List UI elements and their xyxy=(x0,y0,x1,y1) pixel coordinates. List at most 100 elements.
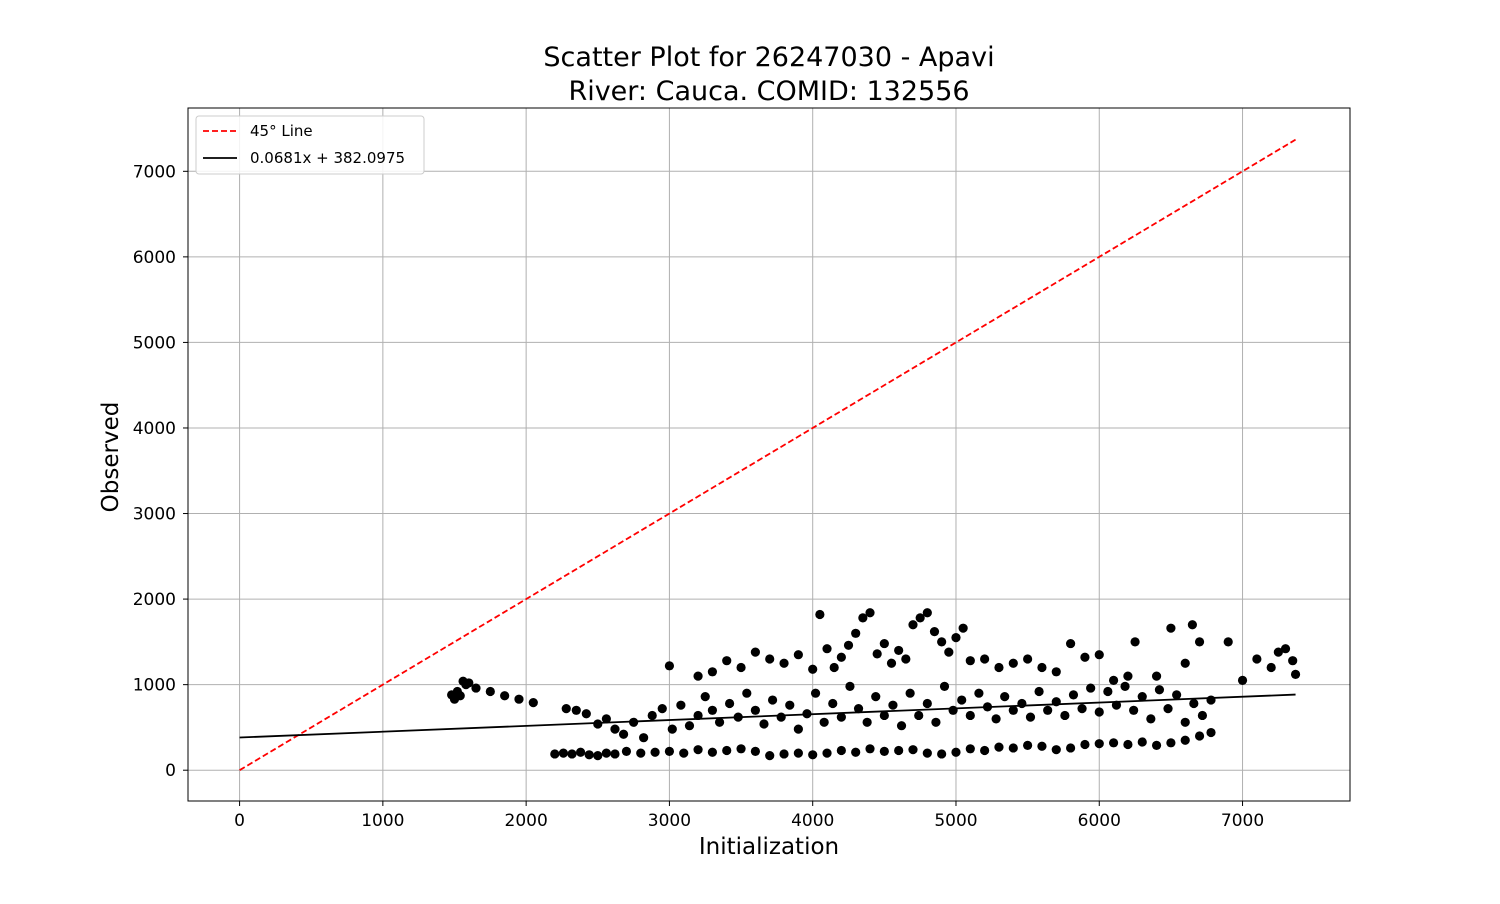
data-point xyxy=(1051,667,1061,677)
data-point xyxy=(1187,620,1197,630)
data-point xyxy=(862,717,872,727)
data-point xyxy=(1037,662,1047,673)
x-tick-label: 2000 xyxy=(505,811,548,831)
data-point xyxy=(610,724,620,734)
data-point xyxy=(664,746,675,756)
data-point xyxy=(1280,644,1291,654)
data-point xyxy=(1008,705,1018,715)
data-point xyxy=(974,688,984,698)
data-point xyxy=(759,719,769,729)
data-point xyxy=(858,613,868,623)
data-point xyxy=(1068,690,1079,700)
data-point xyxy=(765,654,775,664)
data-point xyxy=(550,749,560,759)
data-point xyxy=(905,688,915,698)
data-point xyxy=(851,628,861,638)
legend: 45° Line 0.0681x + 382.0975 xyxy=(195,115,425,175)
data-point xyxy=(965,656,975,666)
data-point xyxy=(1108,738,1119,748)
data-point xyxy=(700,692,710,702)
data-point xyxy=(1120,681,1130,691)
data-point xyxy=(865,608,875,618)
y-tick-label: 1000 xyxy=(133,676,176,696)
data-point xyxy=(561,704,571,714)
data-point xyxy=(667,724,677,734)
data-point xyxy=(872,649,882,659)
data-point xyxy=(843,640,854,650)
data-point xyxy=(750,705,760,715)
data-point xyxy=(1237,675,1248,685)
data-point xyxy=(618,729,629,739)
y-tick-label: 7000 xyxy=(133,162,176,182)
data-point xyxy=(1108,675,1119,685)
data-point xyxy=(636,748,646,758)
data-point xyxy=(965,710,975,721)
data-point xyxy=(829,662,839,673)
data-point xyxy=(808,750,818,760)
data-point xyxy=(767,695,778,705)
data-point xyxy=(879,710,889,721)
data-point xyxy=(567,749,577,759)
data-point xyxy=(750,647,760,657)
data-point xyxy=(581,709,591,719)
data-point xyxy=(937,749,947,759)
data-point xyxy=(593,719,603,729)
data-point xyxy=(693,710,703,721)
data-point xyxy=(822,644,832,654)
data-point xyxy=(957,695,967,705)
data-point xyxy=(879,638,889,649)
data-point xyxy=(1189,698,1199,709)
data-point xyxy=(629,717,639,727)
x-tick-label: 5000 xyxy=(934,811,977,831)
data-point xyxy=(980,654,990,664)
data-point xyxy=(793,650,803,660)
data-point xyxy=(845,681,855,691)
data-point xyxy=(828,698,838,709)
data-point xyxy=(684,721,695,731)
data-point xyxy=(1194,637,1205,647)
data-point xyxy=(865,744,875,754)
data-point xyxy=(1137,737,1147,747)
y-tick-label: 5000 xyxy=(133,333,176,353)
data-point xyxy=(765,751,775,761)
data-point xyxy=(1080,739,1090,750)
data-point xyxy=(584,750,594,760)
data-point xyxy=(958,623,968,633)
data-point xyxy=(471,683,481,693)
x-tick-label: 0 xyxy=(234,811,245,831)
data-point xyxy=(1194,731,1205,741)
x-tick-label: 7000 xyxy=(1221,811,1264,831)
data-point xyxy=(558,748,568,758)
data-point xyxy=(650,747,660,757)
data-point xyxy=(1252,654,1262,664)
data-point xyxy=(1103,686,1113,697)
data-point xyxy=(1094,707,1104,717)
legend-label-regression-line: 0.0681x + 382.0975 xyxy=(250,149,405,167)
data-point xyxy=(707,747,718,757)
data-point xyxy=(485,686,495,697)
plot-content xyxy=(239,138,1301,771)
data-point xyxy=(901,654,911,664)
data-point xyxy=(951,747,961,757)
data-point xyxy=(1166,738,1176,748)
data-point xyxy=(894,745,904,756)
data-point xyxy=(810,688,821,698)
data-point xyxy=(1094,650,1104,660)
data-point xyxy=(722,656,732,666)
data-point xyxy=(1034,686,1044,697)
data-point xyxy=(464,678,474,688)
data-point xyxy=(621,746,632,756)
data-point xyxy=(1025,712,1036,722)
x-tick-label: 1000 xyxy=(361,811,404,831)
data-point xyxy=(733,712,743,722)
data-point xyxy=(1094,739,1104,749)
legend-label-forty-five-line: 45° Line xyxy=(250,122,313,140)
data-point xyxy=(1206,727,1216,738)
data-point xyxy=(601,714,611,724)
data-point xyxy=(610,749,620,759)
data-point xyxy=(951,632,961,643)
y-tick-label: 4000 xyxy=(133,419,176,439)
data-point xyxy=(1023,654,1033,664)
